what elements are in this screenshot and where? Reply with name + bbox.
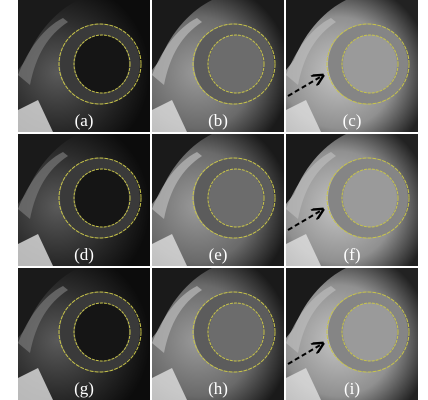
panel-label: (d) <box>74 245 94 264</box>
image-panel: (i) <box>286 268 418 400</box>
blood-pool <box>209 169 263 227</box>
panel-label: (f) <box>344 245 361 264</box>
blood-pool <box>343 169 397 227</box>
blood-pool <box>75 35 129 93</box>
panel-label: (a) <box>75 111 94 130</box>
image-panel: (c) <box>286 0 418 132</box>
blood-pool <box>343 303 397 361</box>
image-panel: (h) <box>152 268 284 400</box>
image-panel: (e) <box>152 134 284 266</box>
image-panel: (g) <box>18 268 150 400</box>
image-panel: (a) <box>18 0 150 132</box>
blood-pool <box>75 169 129 227</box>
blood-pool <box>75 303 129 361</box>
panel-label: (h) <box>208 379 228 398</box>
image-panel: (f) <box>286 134 418 266</box>
blood-pool <box>209 35 263 93</box>
blood-pool <box>343 35 397 93</box>
panel-label: (c) <box>343 111 362 130</box>
panel-label: (g) <box>74 379 94 398</box>
blood-pool <box>209 303 263 361</box>
image-panel: (b) <box>152 0 284 132</box>
panel-label: (e) <box>209 245 228 264</box>
panel-label: (i) <box>344 379 360 398</box>
image-panel: (d) <box>18 134 150 266</box>
panel-label: (b) <box>208 111 228 130</box>
figure: (a) (b) (c) (d) (e) (f) (g) (h) (i) <box>0 0 428 400</box>
